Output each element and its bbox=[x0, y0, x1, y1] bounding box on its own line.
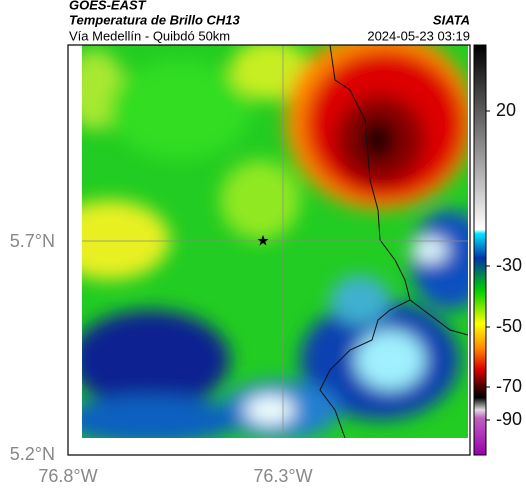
subtitle: Temperatura de Brillo CH13 bbox=[69, 12, 241, 27]
source: SIATA bbox=[433, 12, 470, 27]
title: GOES-EAST bbox=[69, 0, 147, 12]
colorbar-label: 20 bbox=[496, 100, 516, 120]
satellite-image bbox=[82, 45, 468, 438]
colorbar-label: -90 bbox=[496, 409, 522, 429]
colorbar-label: -30 bbox=[496, 255, 522, 275]
colorbar bbox=[473, 44, 487, 456]
lon-label: 76.3°W bbox=[253, 466, 312, 486]
lat-label: 5.7°N bbox=[10, 231, 55, 251]
colorbar-label: -50 bbox=[496, 316, 522, 336]
colorbar-label: -70 bbox=[496, 376, 522, 396]
location: Vía Medellín - Quibdó 50km bbox=[69, 28, 230, 43]
lat-label: 5.2°N bbox=[10, 444, 55, 464]
timestamp: 2024-05-23 03:19 bbox=[367, 28, 470, 43]
lon-label: 76.8°W bbox=[38, 466, 97, 486]
